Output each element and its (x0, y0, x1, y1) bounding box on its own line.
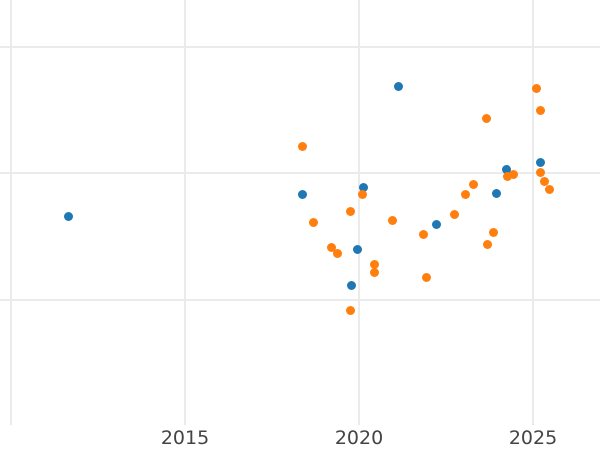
data-point-series-orange (370, 260, 379, 269)
data-point-series-blue (491, 189, 501, 198)
x-axis: 2015 2020 2025 (0, 427, 600, 450)
data-point-series-orange (483, 239, 492, 249)
gridline-horizontal (0, 46, 600, 48)
gridline-horizontal (0, 172, 600, 174)
data-point-series-orange (509, 170, 518, 179)
data-point-series-orange (327, 242, 336, 252)
data-point-series-orange (358, 190, 367, 199)
plot-area (0, 0, 600, 425)
data-point-series-orange (482, 114, 491, 123)
data-point-series-blue (431, 220, 441, 229)
data-point-series-blue (393, 81, 403, 91)
data-point-series-blue (346, 281, 356, 290)
data-point-series-orange (421, 273, 431, 282)
gridline-vertical (532, 0, 534, 425)
data-point-series-orange (370, 267, 379, 277)
gridline-horizontal (0, 299, 600, 301)
data-point-series-orange (536, 106, 545, 115)
data-point-series-orange (419, 230, 428, 239)
data-point-series-blue (297, 189, 307, 199)
data-point-series-orange (489, 228, 498, 237)
gridline-vertical (184, 0, 186, 425)
data-point-series-orange (308, 217, 318, 227)
data-point-series-orange (450, 210, 459, 219)
data-point-series-orange (535, 167, 545, 177)
x-tick-label-2025: 2025 (508, 427, 558, 449)
data-point-series-orange (332, 248, 342, 258)
x-tick-label-2015: 2015 (160, 427, 210, 449)
data-point-series-blue (352, 245, 362, 254)
data-point-series-orange (502, 171, 512, 181)
data-point-series-orange (460, 190, 470, 199)
data-point-series-orange (387, 215, 397, 225)
data-point-series-blue (501, 164, 511, 174)
data-point-series-orange (532, 83, 541, 93)
data-point-series-blue (358, 182, 368, 192)
data-point-series-orange (346, 306, 355, 315)
data-point-series-orange (540, 176, 549, 186)
gridline-vertical (358, 0, 360, 425)
data-point-series-blue (536, 158, 545, 167)
data-point-series-orange (469, 180, 478, 189)
data-point-series-blue (63, 211, 73, 221)
data-point-series-orange (346, 207, 355, 216)
gridline-vertical (10, 0, 12, 425)
data-point-series-orange (298, 141, 307, 151)
x-tick-label-2020: 2020 (334, 427, 384, 449)
data-point-series-orange (545, 185, 554, 194)
